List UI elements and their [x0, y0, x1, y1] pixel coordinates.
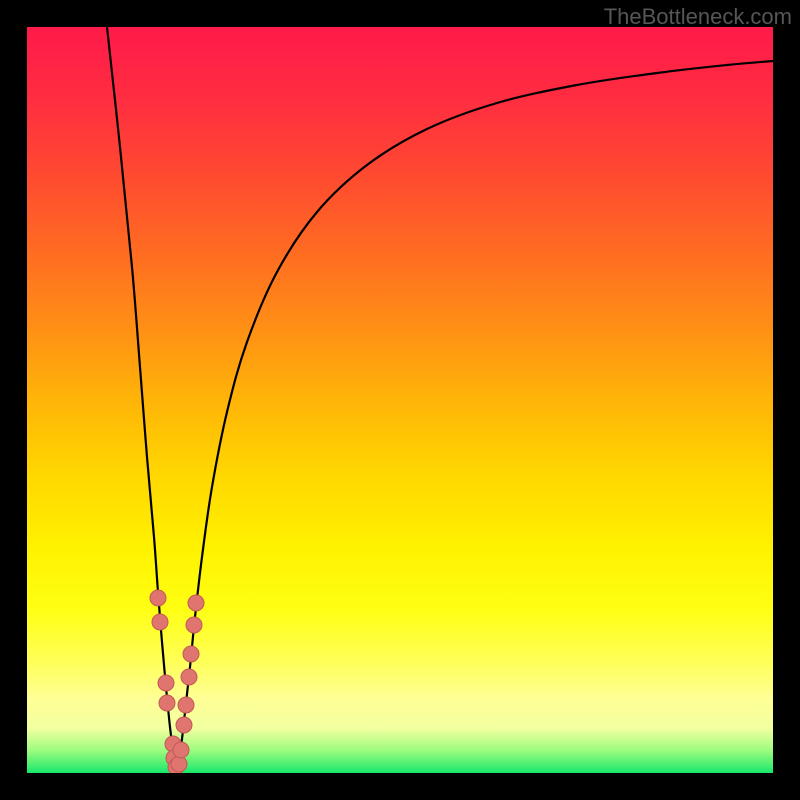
scatter-marker — [181, 669, 197, 685]
scatter-marker — [186, 617, 202, 633]
watermark-text: TheBottleneck.com — [604, 4, 792, 30]
scatter-marker — [150, 590, 166, 606]
scatter-marker — [158, 675, 174, 691]
scatter-marker — [176, 717, 192, 733]
scatter-marker — [183, 646, 199, 662]
plot-svg — [27, 27, 773, 773]
scatter-marker — [159, 695, 175, 711]
plot-area — [27, 27, 773, 773]
scatter-marker — [152, 614, 168, 630]
scatter-marker — [173, 742, 189, 758]
gradient-background — [27, 27, 773, 773]
chart-container: TheBottleneck.com — [0, 0, 800, 800]
scatter-marker — [188, 595, 204, 611]
scatter-marker — [171, 756, 187, 772]
scatter-marker — [178, 697, 194, 713]
